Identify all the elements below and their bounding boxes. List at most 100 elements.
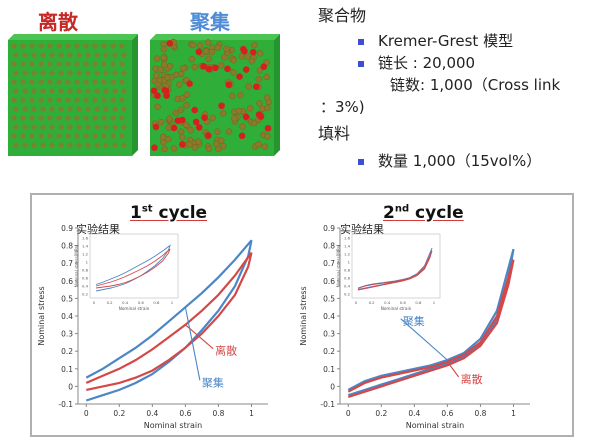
particle — [83, 61, 89, 67]
particle — [74, 115, 80, 121]
filler-heading: 填料 — [318, 124, 351, 143]
particle — [85, 70, 91, 76]
particle — [101, 97, 107, 103]
aggregated-cube-image — [150, 34, 280, 156]
inset-y-axis-label: Nominal stress[MPa] — [336, 244, 341, 287]
particle — [164, 135, 172, 143]
particle — [112, 106, 118, 112]
particle — [214, 44, 221, 51]
particle — [251, 41, 258, 49]
particle — [180, 65, 187, 72]
particle — [112, 142, 118, 148]
particle — [195, 138, 202, 145]
surface-particle — [205, 132, 212, 139]
y-tick-label: 0.5 — [323, 294, 335, 303]
x-axis-label: Nominal strain — [406, 421, 464, 430]
particle — [20, 43, 26, 49]
inset-x-tick-label: 0.4 — [122, 300, 129, 305]
particle — [119, 43, 125, 49]
particle — [256, 100, 263, 107]
surface-particle — [179, 116, 186, 124]
particle — [85, 142, 91, 148]
particle — [76, 52, 82, 58]
particle — [20, 97, 26, 103]
particle — [183, 91, 191, 98]
particle — [11, 61, 17, 67]
inset-y-tick-label: 1 — [348, 260, 351, 265]
inset-series-line — [95, 248, 171, 289]
particle — [47, 133, 53, 139]
surface-particle — [179, 141, 186, 148]
particle — [76, 88, 82, 94]
particle — [49, 124, 55, 130]
particle — [31, 88, 37, 94]
inset-x-tick-label: 0.6 — [400, 300, 407, 305]
particle — [101, 133, 107, 139]
filler-item: 数量 1,000（15vol%） — [358, 150, 598, 171]
particle — [119, 115, 125, 121]
inset-y-tick-label: 1.6 — [344, 236, 351, 241]
particle — [40, 106, 46, 112]
surface-particle — [236, 73, 243, 80]
particle — [170, 145, 178, 152]
y-axis-label: Nominal stress — [37, 286, 46, 345]
particle — [196, 42, 204, 49]
inset-label-2: 实验结果 — [340, 223, 384, 236]
particle — [157, 118, 165, 126]
particle — [11, 115, 17, 121]
particle — [92, 43, 98, 49]
particle — [103, 142, 109, 148]
y-tick-label: 0.3 — [61, 330, 73, 339]
particle — [76, 106, 82, 112]
particle — [103, 106, 109, 112]
particle — [213, 140, 220, 148]
particle — [49, 106, 55, 112]
inset-x-axis-label: Nominal strain — [119, 306, 150, 311]
surface-particle — [152, 123, 160, 131]
particle — [101, 79, 107, 85]
polymer-heading: 聚合物 — [318, 6, 367, 25]
particle — [85, 52, 91, 58]
y-tick-label: 0.9 — [61, 224, 73, 233]
particle — [31, 106, 37, 112]
particle — [110, 97, 116, 103]
inset-x-tick-label: 0.8 — [153, 300, 160, 305]
particle — [94, 142, 100, 148]
surface-particle — [195, 124, 203, 131]
surface-particle — [154, 92, 161, 99]
particle — [74, 43, 80, 49]
particle — [186, 141, 193, 148]
particle — [239, 123, 246, 130]
y-tick-label: 0.8 — [61, 242, 73, 251]
surface-particle — [212, 64, 219, 72]
particle — [154, 103, 161, 111]
particle — [160, 46, 167, 53]
inset-y-tick-label: 0.6 — [344, 276, 351, 281]
particle — [38, 61, 44, 67]
inset-frame — [89, 233, 179, 299]
surface-particle — [150, 87, 158, 94]
particle — [164, 74, 171, 81]
aggregated-label: 聚集 — [190, 10, 230, 34]
particle — [257, 50, 264, 57]
surface-particle — [201, 114, 208, 121]
particle — [83, 115, 89, 121]
chart-title-1st-cycle: 1st cycle — [130, 203, 208, 223]
surface-particle — [225, 81, 233, 89]
x-axis-label: Nominal strain — [144, 421, 202, 430]
inset-series-line — [357, 247, 433, 290]
particle — [56, 61, 62, 67]
cube-top — [8, 34, 138, 40]
particle — [110, 43, 116, 49]
particle — [92, 133, 98, 139]
particle — [29, 97, 35, 103]
particle — [40, 70, 46, 76]
particle — [103, 70, 109, 76]
particle — [94, 88, 100, 94]
particle — [209, 114, 216, 122]
inset-y-tick-label: 1.2 — [344, 252, 351, 257]
particle — [38, 97, 44, 103]
particle — [74, 97, 80, 103]
particle — [65, 115, 71, 121]
particle — [85, 88, 91, 94]
